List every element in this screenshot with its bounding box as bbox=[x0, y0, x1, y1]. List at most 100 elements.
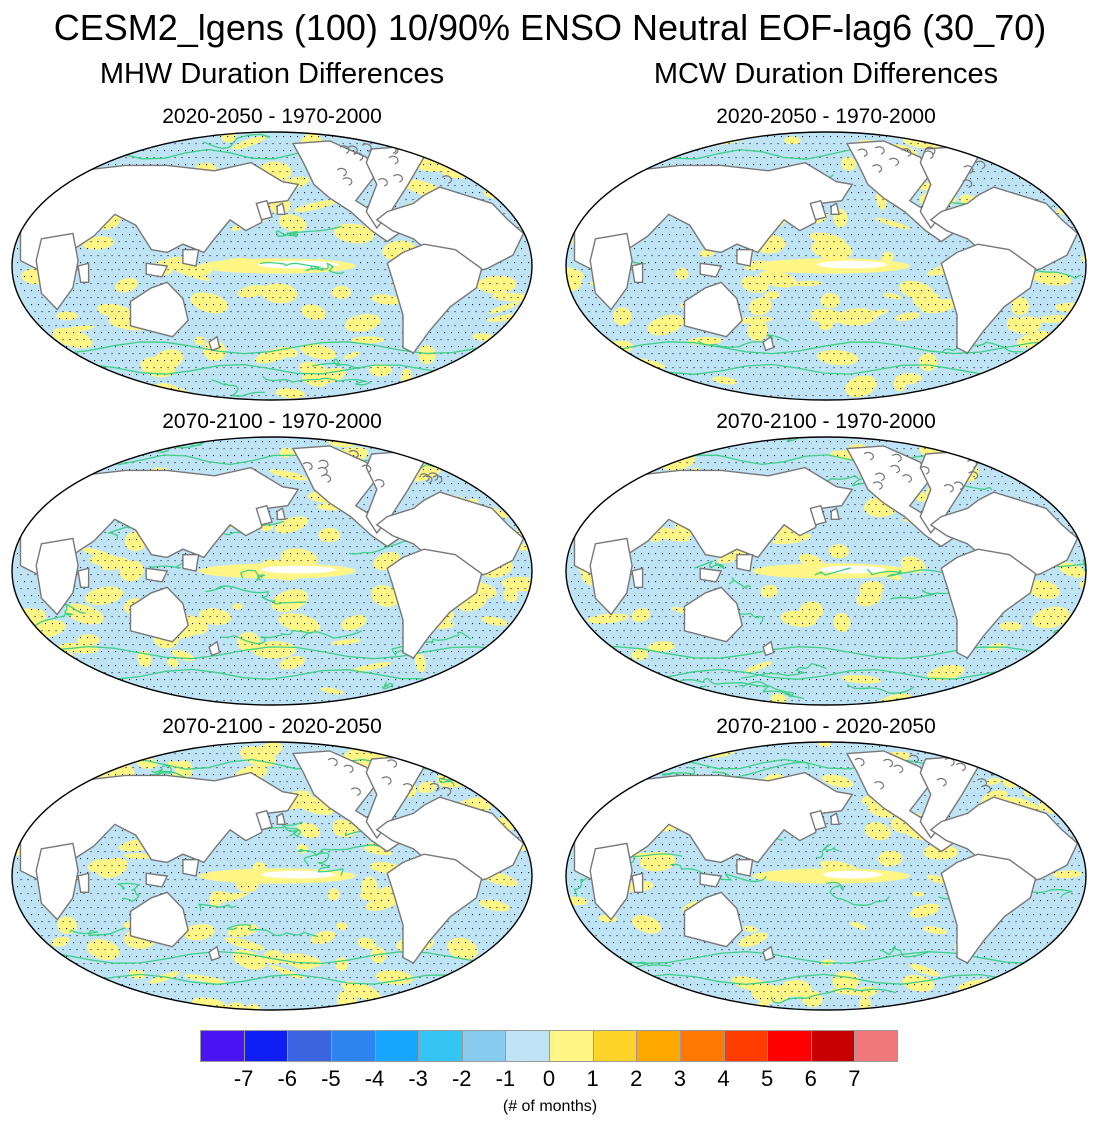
anomaly-patch bbox=[1006, 466, 1035, 477]
coastline-fragment bbox=[963, 165, 974, 174]
anomaly-patch bbox=[463, 456, 482, 475]
contour-line bbox=[573, 875, 590, 897]
anomaly-patch bbox=[271, 589, 308, 613]
anomaly-patch bbox=[648, 641, 675, 653]
coastline-fragment bbox=[339, 145, 350, 154]
contour-line bbox=[826, 881, 890, 906]
anomaly-patch bbox=[1012, 316, 1041, 335]
coastline-fragment bbox=[908, 754, 919, 764]
coastline-fragment bbox=[429, 782, 440, 792]
anomaly-patch bbox=[357, 937, 377, 950]
island bbox=[762, 335, 775, 352]
anomaly-patch bbox=[836, 308, 877, 326]
anomaly-patch bbox=[566, 944, 595, 958]
coastline-fragment bbox=[421, 752, 432, 761]
anomaly-patch bbox=[504, 747, 532, 761]
coastline-fragment bbox=[874, 472, 886, 482]
contour-line bbox=[615, 751, 658, 763]
continent bbox=[19, 466, 300, 578]
near-zero-band bbox=[817, 260, 888, 269]
contour-line bbox=[239, 569, 266, 582]
coastline-fragment bbox=[968, 471, 979, 480]
anomaly-patch bbox=[89, 555, 131, 567]
contour-line bbox=[226, 924, 319, 938]
contour-line bbox=[890, 588, 959, 600]
anomaly-patch bbox=[599, 992, 613, 1010]
coastline-fragment bbox=[452, 464, 463, 474]
coastline-fragment bbox=[1007, 146, 1018, 156]
coastline-fragment bbox=[343, 764, 354, 774]
anomaly-patch bbox=[985, 778, 1001, 785]
coastline-fragment bbox=[874, 146, 885, 155]
coastline-fragment bbox=[901, 474, 913, 483]
anomaly-patch bbox=[512, 488, 524, 499]
anomaly-patch bbox=[170, 266, 211, 281]
anomaly-patch bbox=[514, 157, 532, 174]
continent bbox=[589, 232, 633, 311]
anomaly-patch bbox=[369, 364, 393, 377]
island bbox=[809, 809, 827, 831]
anomaly-patch bbox=[477, 275, 517, 294]
continent bbox=[940, 548, 1037, 659]
contour-line bbox=[738, 680, 805, 700]
anomaly-patch bbox=[47, 750, 71, 762]
land-layer bbox=[573, 445, 1079, 659]
anomaly-patch bbox=[418, 344, 436, 365]
anomaly-patch bbox=[334, 223, 375, 244]
anomaly-patch bbox=[717, 556, 736, 564]
anomaly-patch bbox=[779, 980, 812, 997]
anomaly-patch bbox=[370, 392, 382, 400]
contour-line bbox=[770, 987, 897, 1004]
anomaly-patch bbox=[923, 844, 958, 860]
anomaly-patch bbox=[508, 132, 532, 144]
anomaly-patch bbox=[190, 292, 229, 314]
contour-line bbox=[662, 766, 696, 778]
island bbox=[631, 262, 644, 283]
anomaly-patch bbox=[56, 311, 78, 321]
anomaly-patch bbox=[516, 193, 532, 208]
anomaly-patch bbox=[1033, 271, 1072, 286]
anomaly-patch bbox=[712, 376, 738, 385]
continent bbox=[35, 842, 79, 921]
anomaly-patch bbox=[745, 661, 772, 672]
anomaly-patch bbox=[894, 373, 922, 385]
colorbar-tick-label: 2 bbox=[630, 1066, 643, 1091]
continent bbox=[129, 891, 189, 948]
anomaly-patch bbox=[54, 464, 75, 484]
anomaly-patch bbox=[513, 744, 532, 759]
column-title-mhw: MHW Duration Differences bbox=[99, 58, 445, 90]
contour-line bbox=[464, 691, 511, 703]
contour-line bbox=[313, 262, 345, 275]
continent bbox=[940, 243, 1037, 354]
anomaly-patch bbox=[278, 214, 307, 232]
anomaly-patch bbox=[1070, 636, 1086, 650]
anomaly-patch bbox=[1065, 162, 1083, 176]
island bbox=[830, 812, 840, 825]
coastline-fragment bbox=[361, 464, 372, 474]
contour-line bbox=[12, 950, 531, 965]
island bbox=[145, 872, 169, 888]
anomaly-patch bbox=[878, 850, 903, 867]
anomaly-patch bbox=[1031, 606, 1070, 629]
anomaly-patch bbox=[650, 532, 669, 542]
anomaly-patch bbox=[875, 217, 911, 230]
island bbox=[699, 262, 723, 278]
contour-line bbox=[740, 662, 827, 679]
anomaly-patch bbox=[841, 157, 857, 171]
anomaly-patch bbox=[580, 696, 601, 705]
anomaly-patch bbox=[1072, 937, 1086, 948]
anomaly-patch bbox=[41, 658, 61, 671]
anomaly-patch bbox=[455, 390, 497, 400]
continent bbox=[683, 891, 743, 948]
coastline-fragment bbox=[888, 157, 900, 167]
coastline-fragment bbox=[863, 451, 874, 461]
colorbar-tick-label: 5 bbox=[761, 1066, 774, 1091]
anomaly-patch bbox=[955, 132, 998, 151]
contour-line bbox=[1052, 629, 1067, 642]
colorbar-box bbox=[636, 1030, 681, 1062]
anomaly-patch bbox=[232, 603, 243, 610]
anomaly-patch bbox=[77, 634, 100, 646]
anomaly-patch bbox=[479, 899, 510, 912]
land-layer bbox=[19, 750, 525, 964]
anomaly-patch bbox=[480, 437, 500, 453]
